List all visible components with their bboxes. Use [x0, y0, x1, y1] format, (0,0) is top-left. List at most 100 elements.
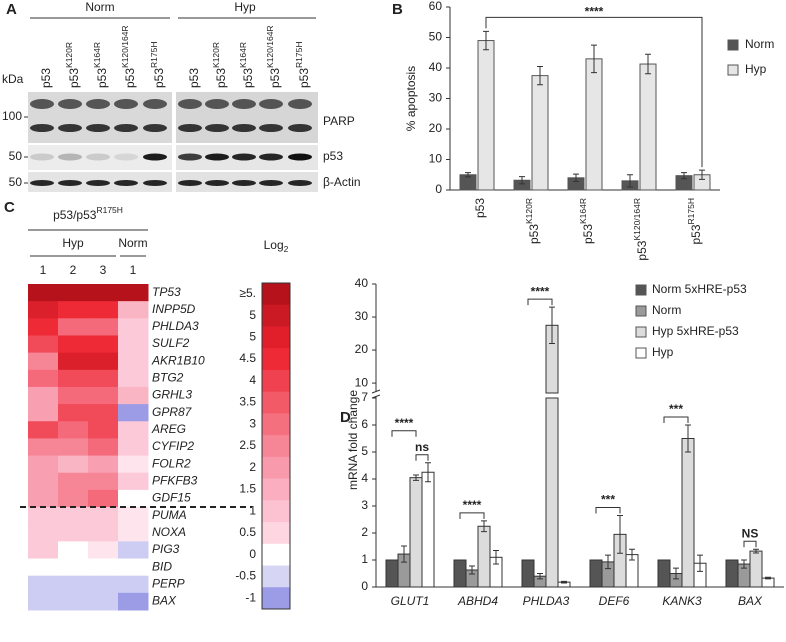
axis-break — [372, 390, 380, 398]
y-tick-label: 6 — [361, 417, 368, 431]
lane-label: p53K120/164R — [265, 25, 282, 88]
band — [86, 154, 110, 161]
x-tick-label: GLUT1 — [391, 594, 430, 608]
colorbar-box — [262, 435, 290, 457]
colorbar-box — [262, 370, 290, 392]
colorbar-box — [262, 500, 290, 522]
heatmap-cell — [58, 593, 89, 611]
heatmap-cell — [118, 473, 149, 491]
heatmap-cell — [28, 541, 59, 559]
superscript: K164R — [238, 42, 248, 68]
heatmap-cell — [58, 524, 89, 542]
lane-label: p53 — [187, 68, 201, 88]
legend-swatch — [636, 285, 646, 295]
legend-swatch — [636, 348, 646, 358]
superscript: K120/164R — [265, 25, 275, 68]
panel-letter: C — [4, 199, 15, 216]
heatmap-cell — [88, 593, 119, 611]
lane-label: p53K164R — [92, 42, 109, 88]
significance-bracket — [416, 455, 428, 461]
y-axis-title: % apoptosis — [404, 66, 418, 131]
heatmap-cell — [118, 421, 149, 439]
bar — [590, 560, 602, 587]
bar — [762, 578, 774, 587]
heatmap-cell — [118, 507, 149, 525]
heatmap-cell — [118, 490, 149, 508]
heatmap-cell — [28, 456, 59, 474]
heatmap-cell — [88, 370, 119, 388]
lane-label: p53 — [39, 68, 53, 88]
lane-label: p53R175H — [149, 42, 166, 89]
heatmap-cell — [58, 370, 89, 388]
heatmap-cell — [88, 438, 119, 456]
band — [259, 99, 283, 109]
y-tick-label: 30 — [355, 309, 369, 323]
heatmap-cell — [58, 438, 89, 456]
superscript: R175H — [96, 205, 122, 215]
significance-bracket — [596, 507, 620, 513]
bar — [422, 472, 434, 587]
row-label: FOLR2 — [152, 456, 191, 470]
heatmap-cell — [88, 490, 119, 508]
column-label: 3 — [100, 263, 107, 277]
heatmap-cell — [58, 318, 89, 336]
group-label: Norm — [85, 0, 114, 14]
colorbar-label: 2 — [249, 460, 256, 474]
heatmap-cell — [118, 387, 149, 405]
heatmap-cell — [88, 318, 119, 336]
y-tick-label: 20 — [429, 121, 443, 135]
significance-label: **** — [585, 5, 604, 19]
bar — [586, 59, 602, 190]
bar — [522, 560, 534, 587]
superscript: K164R — [578, 198, 588, 224]
significance-bracket — [528, 299, 552, 305]
colorbar-label: 1 — [249, 503, 256, 517]
superscript: K120R — [211, 42, 221, 68]
heatmap-cell — [88, 473, 119, 491]
label-text: p53 — [689, 224, 703, 244]
heatmap-cell — [88, 387, 119, 405]
heatmap-cell — [58, 490, 89, 508]
heatmap-cell — [28, 421, 59, 439]
heatmap-cell — [28, 318, 59, 336]
bar — [658, 560, 670, 587]
heatmap-cell — [88, 507, 119, 525]
heatmap-cell — [58, 576, 89, 594]
legend-label: Hyp — [745, 62, 767, 76]
heatmap-cell — [88, 576, 119, 594]
colorbar-label: 5 — [249, 308, 256, 322]
label-text: p53 — [527, 224, 541, 244]
colorbar-box — [262, 283, 290, 305]
panel-letter: A — [6, 1, 17, 18]
lane-label: p53R175H — [294, 42, 311, 89]
y-tick-label: 30 — [429, 91, 443, 105]
colorbar-label: ≥5. — [239, 286, 256, 300]
band — [288, 154, 312, 161]
heatmap-title: p53/p53R175H — [53, 205, 123, 222]
band — [178, 154, 202, 161]
blot-label: PARP — [323, 114, 355, 128]
heatmap-cell — [58, 456, 89, 474]
marker-label: 50 — [9, 149, 23, 163]
colorbar-box — [262, 544, 290, 566]
lane-label: p53K120R — [211, 42, 228, 88]
bar — [454, 560, 466, 587]
label-text: p53 — [297, 68, 311, 88]
heatmap-cell — [28, 507, 59, 525]
label-text: p53 — [123, 68, 137, 88]
band — [232, 180, 256, 186]
row-label: CYFIP2 — [152, 439, 194, 453]
colorbar-label: 0.5 — [239, 525, 256, 539]
band — [205, 154, 229, 161]
band — [178, 124, 202, 132]
heatmap-cell — [28, 438, 59, 456]
band — [205, 124, 229, 132]
blot-label: p53 — [323, 149, 343, 163]
lane-label: p53K120/164R — [120, 25, 137, 88]
heatmap-cell — [58, 387, 89, 405]
bar — [478, 41, 494, 190]
label-text: p53/p53 — [53, 208, 97, 222]
colorbar-label: -0.5 — [235, 569, 256, 583]
heatmap-cell — [118, 370, 149, 388]
